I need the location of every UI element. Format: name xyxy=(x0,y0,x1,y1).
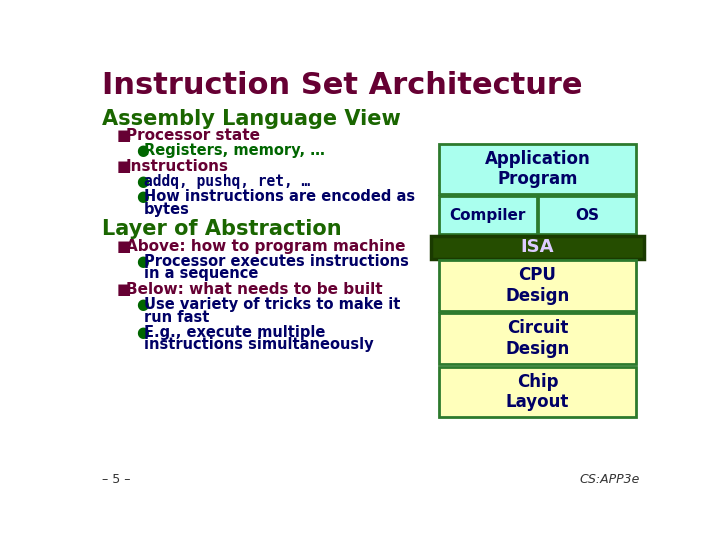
Text: Processor state: Processor state xyxy=(126,128,260,143)
Text: addq, pushq, ret, …: addq, pushq, ret, … xyxy=(144,174,311,189)
Text: ■: ■ xyxy=(117,128,132,143)
Bar xyxy=(439,313,636,364)
Text: Registers, memory, …: Registers, memory, … xyxy=(144,143,325,158)
Bar xyxy=(439,144,636,194)
Text: ●: ● xyxy=(137,174,149,189)
Text: ■: ■ xyxy=(117,282,132,297)
Bar xyxy=(439,260,636,311)
Text: ■: ■ xyxy=(117,239,132,254)
Text: – 5 –: – 5 – xyxy=(101,473,130,486)
Text: How instructions are encoded as: How instructions are encoded as xyxy=(144,189,416,204)
Text: ■: ■ xyxy=(117,158,132,174)
Text: OS: OS xyxy=(575,208,599,223)
Text: ●: ● xyxy=(137,254,149,269)
Bar xyxy=(431,236,644,259)
Text: ●: ● xyxy=(137,297,149,312)
Text: CPU
Design: CPU Design xyxy=(505,266,569,305)
Bar xyxy=(439,367,636,417)
Text: ●: ● xyxy=(137,143,149,158)
Text: Application
Program: Application Program xyxy=(485,150,590,189)
Text: Layer of Abstraction: Layer of Abstraction xyxy=(101,219,341,239)
Text: Compiler: Compiler xyxy=(449,208,526,223)
Text: Below: what needs to be built: Below: what needs to be built xyxy=(126,282,383,297)
Text: run fast: run fast xyxy=(144,309,209,324)
Text: Chip
Layout: Chip Layout xyxy=(505,372,569,411)
Text: ●: ● xyxy=(137,325,149,340)
Text: in a sequence: in a sequence xyxy=(144,266,259,281)
Text: CS:APP3e: CS:APP3e xyxy=(580,473,640,486)
Text: E.g., execute multiple: E.g., execute multiple xyxy=(144,325,326,340)
Bar xyxy=(539,196,636,234)
Text: ISA: ISA xyxy=(521,238,554,256)
Text: Assembly Language View: Assembly Language View xyxy=(101,109,400,129)
Text: Use variety of tricks to make it: Use variety of tricks to make it xyxy=(144,297,400,312)
Text: Circuit
Design: Circuit Design xyxy=(505,320,569,358)
Text: bytes: bytes xyxy=(144,202,190,217)
Text: instructions simultaneously: instructions simultaneously xyxy=(144,337,374,353)
Text: ●: ● xyxy=(137,189,149,204)
Text: Above: how to program machine: Above: how to program machine xyxy=(126,239,405,254)
Text: Processor executes instructions: Processor executes instructions xyxy=(144,254,409,269)
Text: Instruction Set Architecture: Instruction Set Architecture xyxy=(101,71,582,100)
Text: Instructions: Instructions xyxy=(126,158,229,174)
Bar xyxy=(439,196,536,234)
